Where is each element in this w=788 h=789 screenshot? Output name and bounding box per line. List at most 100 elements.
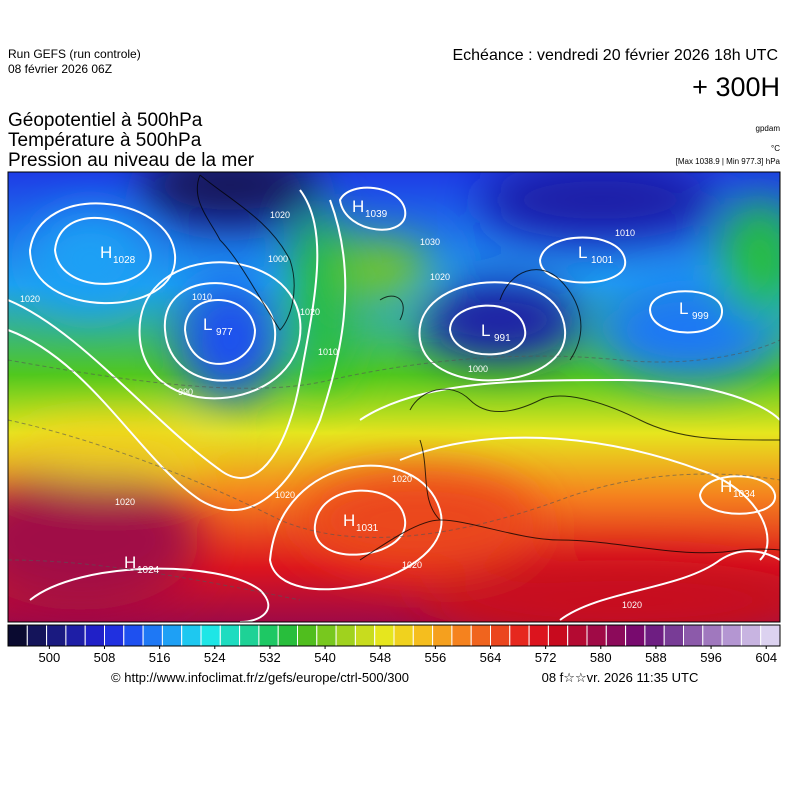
colorbar-swatch	[567, 624, 588, 647]
isobar-label: 1010	[192, 292, 212, 302]
center-value: 977	[216, 327, 233, 338]
colorbar-swatch	[490, 624, 511, 647]
colorbar-swatch	[26, 624, 48, 647]
colorbar-tick-label: 532	[259, 650, 281, 665]
unit-label: °C	[771, 144, 780, 153]
colorbar-swatch	[374, 624, 395, 647]
center-value: 1031	[356, 523, 379, 534]
lead-time: + 300H	[692, 72, 780, 102]
colorbar-swatch	[451, 624, 472, 647]
isobar-label: 1020	[622, 600, 642, 610]
center-value: 1024	[137, 565, 160, 576]
isobar-label: 1000	[268, 254, 288, 264]
colorbar-swatch	[470, 624, 492, 647]
colorbar-swatch	[432, 624, 453, 647]
colorbar-swatch	[316, 624, 337, 647]
isobar-label: 1020	[402, 560, 422, 570]
colorbar-swatch	[509, 624, 530, 647]
isobar-label: 1010	[318, 347, 338, 357]
colorbar-swatch	[412, 624, 434, 647]
center-value: 1001	[591, 255, 614, 266]
center-letter: L	[481, 321, 490, 340]
colorbar-swatch	[239, 624, 260, 647]
colorbar-swatch	[84, 624, 105, 647]
center-letter: H	[352, 197, 364, 216]
valid-time: Echéance : vendredi 20 février 2026 18h …	[452, 47, 778, 64]
colorbar-tick-label: 516	[149, 650, 171, 665]
colorbar-swatch	[181, 624, 202, 647]
field-blobs	[8, 172, 780, 622]
center-letter: H	[720, 477, 732, 496]
coastlines	[196, 174, 780, 561]
center-value: 999	[692, 311, 709, 322]
colorbar-tick-label: 588	[645, 650, 667, 665]
center-value: 1034	[733, 489, 756, 500]
colorbar-swatch	[65, 624, 86, 647]
field-title: Température à 500hPa	[8, 130, 202, 151]
isobar-label: 1020	[392, 474, 412, 484]
colorbar-frame	[7, 624, 781, 647]
center-value: 1028	[113, 255, 136, 266]
colorbar-swatch	[123, 624, 144, 647]
colorbar-tick-label: 604	[755, 650, 777, 665]
isotherms	[8, 339, 780, 601]
isobar-label: 1010	[615, 228, 635, 238]
field-title: Pression au niveau de la mer	[8, 150, 255, 171]
unit-label: gpdam	[756, 124, 781, 133]
colorbar-swatch	[200, 624, 221, 647]
colorbar-tick-label: 564	[480, 650, 502, 665]
colorbar-tick-label: 556	[425, 650, 447, 665]
colorbar-swatch	[46, 624, 67, 647]
run-date: 08 février 2026 06Z	[8, 62, 112, 76]
center-value: 1039	[365, 209, 388, 220]
colorbar-swatch	[335, 624, 356, 647]
center-letter: L	[203, 315, 212, 334]
isobar-label: 1000	[468, 364, 488, 374]
center-letter: H	[343, 511, 355, 530]
center-letter: L	[679, 299, 688, 318]
colorbar-swatch	[277, 624, 299, 647]
colorbar-swatch	[760, 624, 781, 647]
colorbar-swatch	[702, 624, 723, 647]
map-frame	[7, 171, 781, 623]
run-label: Run GEFS (run controle)	[8, 47, 141, 61]
unit-label: [Max 1038.9 | Min 977.3] hPa	[676, 157, 781, 166]
isobar-label: 1020	[275, 490, 295, 500]
center-value: 991	[494, 333, 511, 344]
colorbar-swatch	[258, 624, 279, 647]
colorbar-swatch	[297, 624, 318, 647]
colorbar-tick-label: 572	[535, 650, 557, 665]
isobar-label: 990	[178, 387, 193, 397]
isobar-label: 1030	[420, 237, 440, 247]
isobar-label: 1020	[115, 497, 135, 507]
colorbar-swatch	[142, 624, 163, 647]
generated-time: 08 f☆☆vr. 2026 11:35 UTC	[542, 670, 699, 685]
colorbar-tick-label: 580	[590, 650, 612, 665]
colorbar-swatch	[393, 624, 414, 647]
center-letter: H	[124, 553, 136, 572]
colorbar-swatch	[354, 624, 376, 647]
isobar-label: 1020	[300, 307, 320, 317]
colorbar-swatch	[219, 624, 241, 647]
colorbar-swatch	[605, 624, 627, 647]
isobar-label: 1020	[20, 294, 40, 304]
colorbar-swatch	[104, 624, 125, 647]
colorbar-tick-label: 596	[700, 650, 722, 665]
colorbar-tick-label: 548	[369, 650, 391, 665]
colorbar-swatch	[663, 624, 685, 647]
colorbar-tick-label: 524	[204, 650, 226, 665]
colorbar-swatch	[586, 624, 607, 647]
isobar-label: 1020	[430, 272, 450, 282]
colorbar: 500 508 516 524 532 540 548 556 564 572 580 588 596 6…	[7, 624, 781, 665]
colorbar-swatch	[528, 624, 549, 647]
isobars	[8, 186, 780, 622]
colorbar-swatch	[683, 624, 704, 647]
colorbar-swatch	[740, 624, 762, 647]
colorbar-swatch	[644, 624, 665, 647]
source-url: © http://www.infoclimat.fr/z/gefs/europe…	[111, 670, 409, 685]
field-title: Géopotentiel à 500hPa	[8, 110, 203, 131]
colorbar-swatch	[625, 624, 646, 647]
